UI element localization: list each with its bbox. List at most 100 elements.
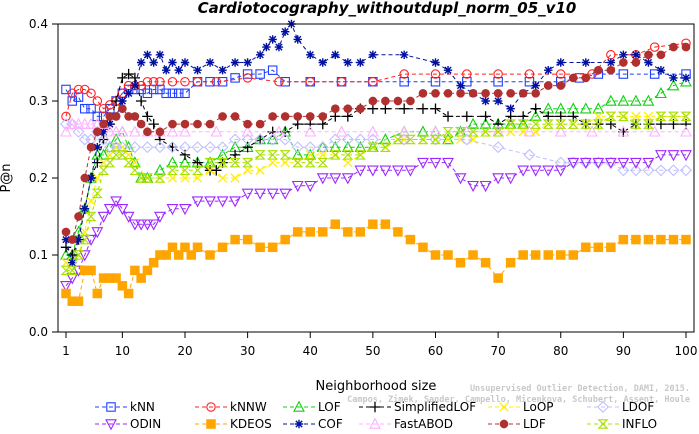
data-point [605,111,617,122]
data-point [343,58,353,67]
data-point [529,110,542,122]
data-point [105,119,115,129]
data-point [399,77,409,87]
series-line [66,81,687,256]
data-point [266,133,279,146]
data-point [147,219,160,231]
data-point [229,196,242,208]
data-point [531,88,541,98]
data-point [254,150,266,160]
data-point [429,157,442,169]
data-point [72,125,85,138]
data-point [467,117,479,129]
data-point [86,142,96,152]
data-point [455,134,466,145]
chart-title: Cardiotocography_withoutdupl_norm_05_v10 [198,0,577,17]
data-point [217,157,229,168]
data-point [148,118,159,130]
data-point [218,112,227,121]
data-point [86,173,96,183]
data-point [205,58,215,67]
data-point [579,157,592,169]
data-point [318,150,328,160]
data-point [617,111,629,122]
data-point [180,119,190,129]
data-point [443,250,453,260]
data-point [123,68,134,80]
data-point [205,250,215,260]
x-axis: 1 10 20 30 40 50 60 70 80 90 100 [62,332,697,358]
data-point [586,125,598,137]
data-point [279,150,291,160]
data-point [648,125,661,137]
data-point [86,196,96,206]
data-point [74,235,83,244]
data-point [192,77,203,87]
data-point [442,157,454,169]
data-point [92,96,103,106]
data-point [241,188,254,200]
data-point [593,242,604,253]
data-point [141,219,154,231]
data-point [656,50,666,60]
data-point [669,73,678,83]
data-point [267,150,279,160]
data-point [154,163,166,176]
data-point [85,117,97,129]
legend-marker [369,401,381,413]
series-inflo [60,111,692,276]
data-point [680,125,692,137]
data-point [656,66,666,75]
data-point [606,65,616,75]
data-point [116,204,129,216]
data-point [305,112,315,121]
data-point [581,242,591,253]
data-point [655,111,667,122]
data-point [642,119,654,129]
data-point [268,112,277,121]
data-point [417,134,429,145]
watermark-line-2: Campos, Zimek, Sander, Campello, Micenko… [347,394,690,405]
series-line [65,42,687,117]
data-point [255,50,265,59]
data-point [61,288,71,299]
y-tick-label: 0.2 [29,171,48,185]
data-point [631,50,641,59]
data-point [542,119,554,129]
legend-label: LDOF [622,400,654,414]
data-point [655,150,667,162]
data-point [479,117,492,129]
data-point [180,58,190,67]
data-point [524,69,535,79]
data-point [479,180,492,193]
data-point [266,188,279,200]
data-point [273,125,285,137]
data-point [142,77,153,87]
series-kdeos [61,219,691,306]
data-point [481,88,490,98]
data-point [111,273,121,283]
data-point [148,84,159,95]
data-point [292,227,303,237]
data-point [123,157,135,168]
data-point [493,69,503,79]
data-point [262,42,271,52]
data-point [581,73,591,83]
data-point [230,173,240,183]
x-tick-label: 30 [240,344,255,358]
data-point [368,77,378,87]
data-point [443,88,453,98]
data-point [417,103,429,114]
data-point [354,133,367,146]
data-point [430,77,441,87]
data-point [393,96,403,106]
data-point [649,42,660,52]
data-point [211,165,222,176]
data-point [61,227,71,237]
data-point [667,111,680,122]
data-point [268,157,278,168]
data-point [229,133,242,146]
data-point [429,133,442,146]
data-point [668,234,679,245]
